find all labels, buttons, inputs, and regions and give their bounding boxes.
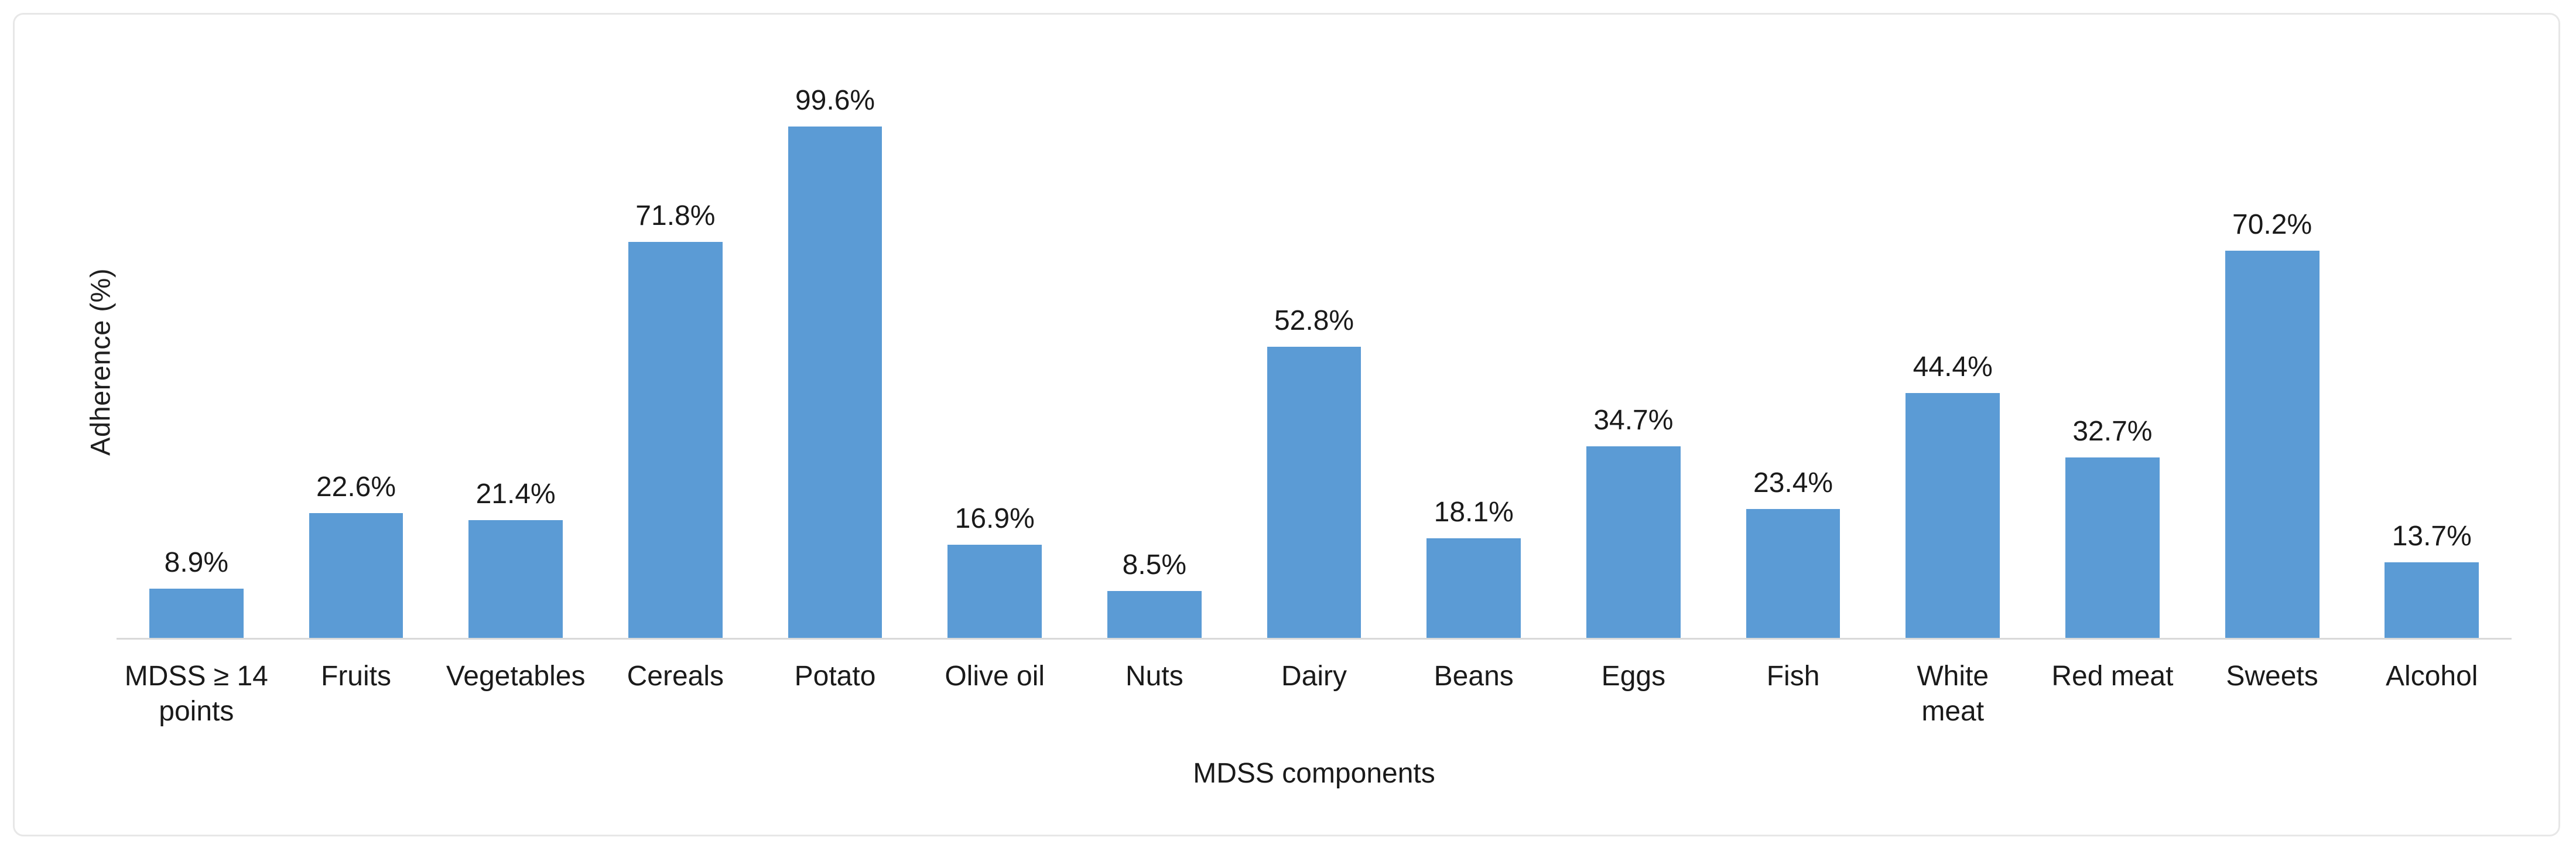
y-axis-title: Adherence (%) bbox=[84, 268, 116, 456]
bar-group: 16.9% bbox=[915, 87, 1075, 638]
bar-value-label: 21.4% bbox=[475, 478, 556, 510]
bar-value-label: 23.4% bbox=[1753, 467, 1833, 498]
x-axis-category-label: Dairy bbox=[1281, 661, 1347, 692]
bar-group: 44.4% bbox=[1873, 87, 2033, 638]
bar bbox=[1107, 591, 1202, 638]
bar-value-label: 52.8% bbox=[1274, 305, 1354, 337]
plot-area: 8.9% 22.6% 21.4% 71.8% 99.6% 16.9% 8.5% 52.8% 18… bbox=[117, 87, 2512, 640]
bar bbox=[947, 544, 1042, 638]
bar-group: 32.7% bbox=[2033, 87, 2192, 638]
bar-value-label: 22.6% bbox=[316, 472, 396, 503]
bar-group: 99.6% bbox=[755, 87, 915, 638]
x-axis-category-label: Nuts bbox=[1125, 661, 1183, 692]
bar bbox=[2385, 562, 2479, 638]
x-axis-category-label: Sweets bbox=[2226, 661, 2318, 692]
bar-value-label: 71.8% bbox=[635, 200, 716, 232]
bar bbox=[628, 242, 723, 638]
bar bbox=[1586, 446, 1681, 638]
bar bbox=[1746, 508, 1841, 638]
x-axis-category-label: Potato bbox=[794, 661, 876, 692]
bar bbox=[1267, 347, 1361, 638]
bar-value-label: 16.9% bbox=[955, 503, 1035, 534]
bar-group: 8.9% bbox=[117, 87, 276, 638]
x-axis-category-label: Fruits bbox=[321, 661, 391, 692]
x-axis-category-row: MDSS ≥ 14 points Fruits Vegetables Cereals P… bbox=[117, 659, 2512, 729]
bar-group: 23.4% bbox=[1713, 87, 1873, 638]
x-axis-category-label: Olive oil bbox=[945, 661, 1045, 692]
x-axis-category-label: Red meat bbox=[2051, 661, 2174, 692]
x-axis-title: MDSS components bbox=[1193, 758, 1435, 789]
x-axis-category-label: Cereals bbox=[627, 661, 724, 692]
bar-group: 18.1% bbox=[1394, 87, 1554, 638]
x-axis-category-label: Beans bbox=[1434, 661, 1514, 692]
bar bbox=[1906, 393, 2000, 638]
bar bbox=[468, 520, 563, 638]
x-axis-category-label: Alcohol bbox=[2386, 661, 2478, 692]
bar-group: 71.8% bbox=[596, 87, 755, 638]
bar-value-label: 99.6% bbox=[795, 85, 875, 116]
bar bbox=[788, 127, 882, 638]
bar-value-label: 44.4% bbox=[1913, 351, 1993, 383]
x-axis-category-label: MDSS ≥ 14 points bbox=[124, 661, 268, 727]
bar bbox=[1426, 538, 1521, 638]
bar bbox=[2225, 251, 2320, 638]
bar-group: 22.6% bbox=[276, 87, 436, 638]
x-axis-category-label: Fish bbox=[1766, 661, 1820, 692]
bar-value-label: 32.7% bbox=[2072, 416, 2153, 448]
x-axis-category-label: Vegetables bbox=[446, 661, 586, 692]
bar-value-label: 8.9% bbox=[164, 547, 229, 579]
bar-group: 13.7% bbox=[2352, 87, 2512, 638]
bar-group: 34.7% bbox=[1554, 87, 1713, 638]
bar bbox=[309, 513, 403, 638]
bar-value-label: 13.7% bbox=[2392, 521, 2472, 552]
bar-value-label: 18.1% bbox=[1434, 496, 1514, 528]
bar-group: 8.5% bbox=[1075, 87, 1234, 638]
bar-value-label: 8.5% bbox=[1122, 549, 1187, 581]
x-axis-category-label: Eggs bbox=[1601, 661, 1666, 692]
bar-group: 52.8% bbox=[1234, 87, 1394, 638]
bar-value-label: 34.7% bbox=[1593, 405, 1674, 436]
chart-card: Adherence (%) 8.9% 22.6% 21.4% 71.8% 99.6% 16… bbox=[13, 13, 2560, 836]
bar-value-label: 70.2% bbox=[2232, 209, 2312, 241]
bar-group: 21.4% bbox=[436, 87, 596, 638]
bar bbox=[149, 589, 244, 638]
bar bbox=[2065, 457, 2160, 638]
bar-group: 70.2% bbox=[2192, 87, 2352, 638]
x-axis-category-label: White meat bbox=[1917, 661, 1989, 727]
